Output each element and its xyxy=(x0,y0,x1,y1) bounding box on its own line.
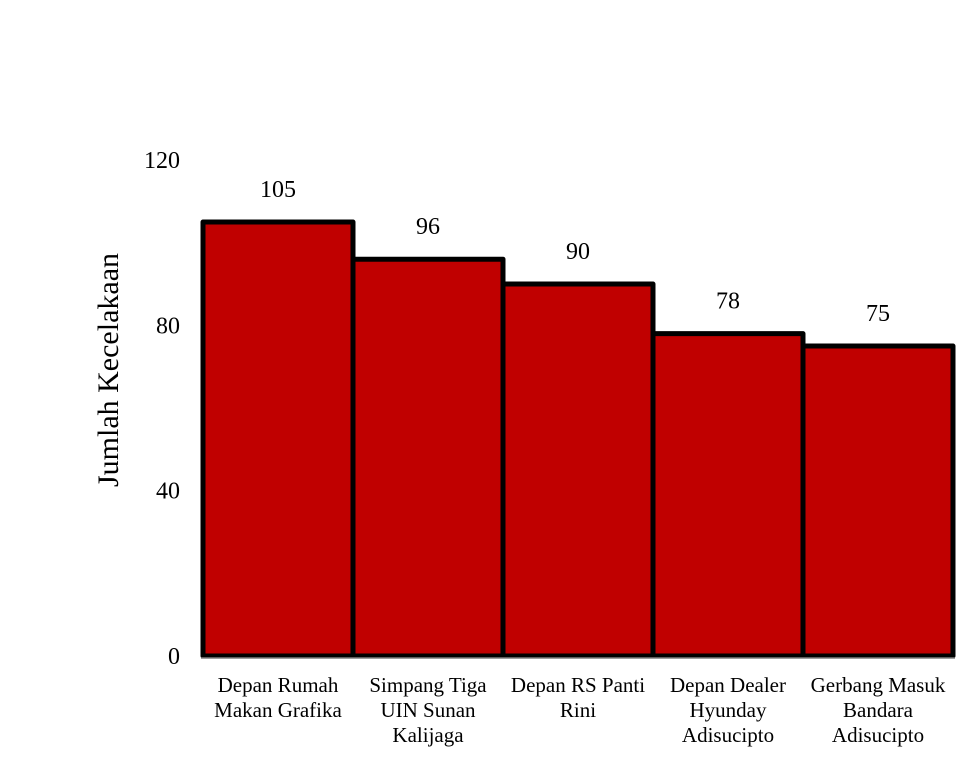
category-label-line: Hyunday xyxy=(690,698,767,722)
y-axis-title: Jumlah Kecelakaan xyxy=(92,253,125,487)
data-labels: 105 96 90 78 75 xyxy=(260,177,890,327)
category-label-2: Simpang Tiga UIN Sunan Kalijaga xyxy=(369,673,487,747)
bar-3 xyxy=(500,281,656,659)
data-label-2: 96 xyxy=(416,214,440,240)
category-label-line: Depan Dealer xyxy=(670,673,786,697)
data-label-1: 105 xyxy=(260,177,296,203)
category-label-line: Bandara xyxy=(843,698,914,722)
bar-1 xyxy=(200,219,356,659)
category-label-line: Makan Grafika xyxy=(214,698,342,722)
y-tick-labels: 0 40 80 120 xyxy=(144,148,180,670)
category-label-4: Depan Dealer Hyunday Adisucipto xyxy=(670,673,786,747)
category-label-line: Adisucipto xyxy=(682,723,774,747)
bar-5 xyxy=(800,343,956,659)
category-label-line: Depan Rumah xyxy=(218,673,339,697)
category-label-5: Gerbang Masuk Bandara Adisucipto xyxy=(811,673,946,747)
category-label-1: Depan Rumah Makan Grafika xyxy=(214,673,342,722)
category-label-line: Depan RS Panti xyxy=(511,673,645,697)
y-tick-label-80: 80 xyxy=(156,313,180,339)
data-label-3: 90 xyxy=(566,239,590,265)
category-label-line: Simpang Tiga xyxy=(369,673,487,697)
category-label-line: Adisucipto xyxy=(832,723,924,747)
y-tick-label-40: 40 xyxy=(156,479,180,505)
category-label-line: Rini xyxy=(560,698,596,722)
bar-4 xyxy=(650,331,806,659)
data-label-5: 75 xyxy=(866,301,890,327)
category-label-line: UIN Sunan xyxy=(380,698,476,722)
bar-2 xyxy=(350,256,506,659)
category-labels: Depan Rumah Makan Grafika Simpang Tiga UIN … xyxy=(214,673,946,747)
category-label-line: Kalijaga xyxy=(392,723,464,747)
y-tick-label-0: 0 xyxy=(168,644,180,670)
data-label-4: 78 xyxy=(716,289,740,315)
category-label-line: Gerbang Masuk xyxy=(811,673,946,697)
category-label-3: Depan RS Panti Rini xyxy=(511,673,645,722)
y-tick-label-120: 120 xyxy=(144,148,180,174)
bars-group xyxy=(200,219,956,659)
